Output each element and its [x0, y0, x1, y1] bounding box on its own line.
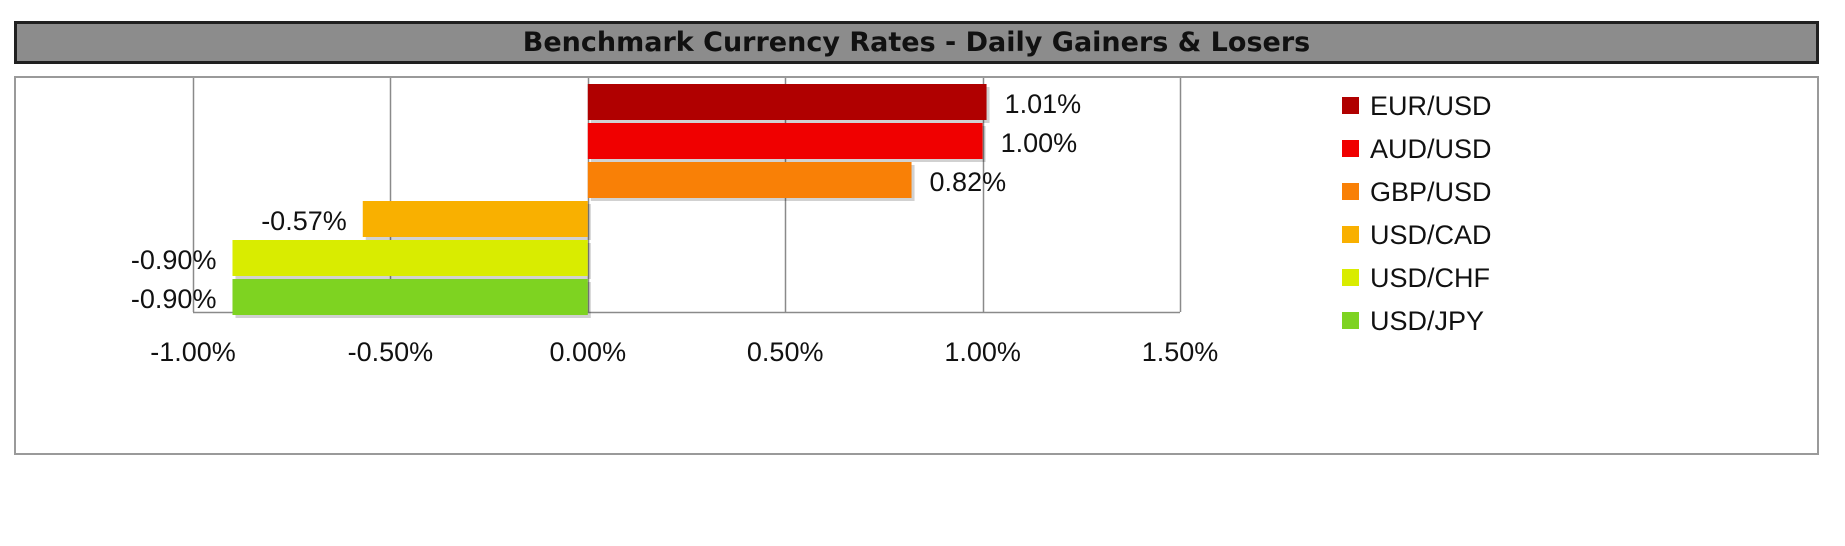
data-labels: 1.01% 1.00% 0.82% -0.57% -0.90% -0.90%	[131, 89, 1081, 314]
legend-label: USD/CHF	[1370, 263, 1490, 293]
bar-eur-usd	[587, 84, 987, 120]
x-tick-label: 0.00%	[550, 337, 627, 367]
data-label: -0.90%	[131, 284, 217, 314]
legend-label: USD/CAD	[1370, 220, 1492, 250]
legend-label: GBP/USD	[1370, 177, 1492, 207]
data-label: 1.00%	[1001, 128, 1078, 158]
legend-swatch	[1342, 269, 1359, 286]
legend-swatch	[1342, 97, 1359, 114]
legend-swatch	[1342, 140, 1359, 157]
bar-aud-usd	[587, 123, 983, 159]
bar-gbp-usd	[587, 162, 912, 198]
chart-title-bar: Benchmark Currency Rates - Daily Gainers…	[14, 21, 1819, 64]
x-tick-label: 1.00%	[944, 337, 1021, 367]
x-tick-label: -0.50%	[348, 337, 434, 367]
data-label: 1.01%	[1005, 89, 1082, 119]
chart-area: 1.01% 1.00% 0.82% -0.57% -0.90% -0.90% -1.00%…	[14, 76, 1819, 455]
data-label: -0.90%	[131, 245, 217, 275]
bar-usd-chf	[232, 240, 588, 276]
x-axis-ticks: -1.00% -0.50% 0.00% 0.50% 1.00% 1.50%	[150, 337, 1218, 367]
legend: EUR/USD AUD/USD GBP/USD USD/CAD USD/CHF USD/J…	[1342, 91, 1492, 336]
x-tick-label: 0.50%	[747, 337, 824, 367]
legend-swatch	[1342, 312, 1359, 329]
chart-title: Benchmark Currency Rates - Daily Gainers…	[522, 27, 1311, 58]
legend-label: EUR/USD	[1370, 91, 1492, 121]
bar-chart: 1.01% 1.00% 0.82% -0.57% -0.90% -0.90% -1.00%…	[131, 78, 1492, 367]
legend-swatch	[1342, 183, 1359, 200]
data-label: 0.82%	[930, 167, 1007, 197]
x-tick-label: 1.50%	[1142, 337, 1219, 367]
data-label: -0.57%	[261, 206, 347, 236]
bars	[232, 84, 990, 318]
bar-usd-jpy	[232, 279, 588, 315]
x-tick-label: -1.00%	[150, 337, 236, 367]
legend-label: AUD/USD	[1370, 134, 1492, 164]
legend-label: USD/JPY	[1370, 306, 1484, 336]
legend-swatch	[1342, 226, 1359, 243]
bar-usd-cad	[362, 201, 588, 237]
